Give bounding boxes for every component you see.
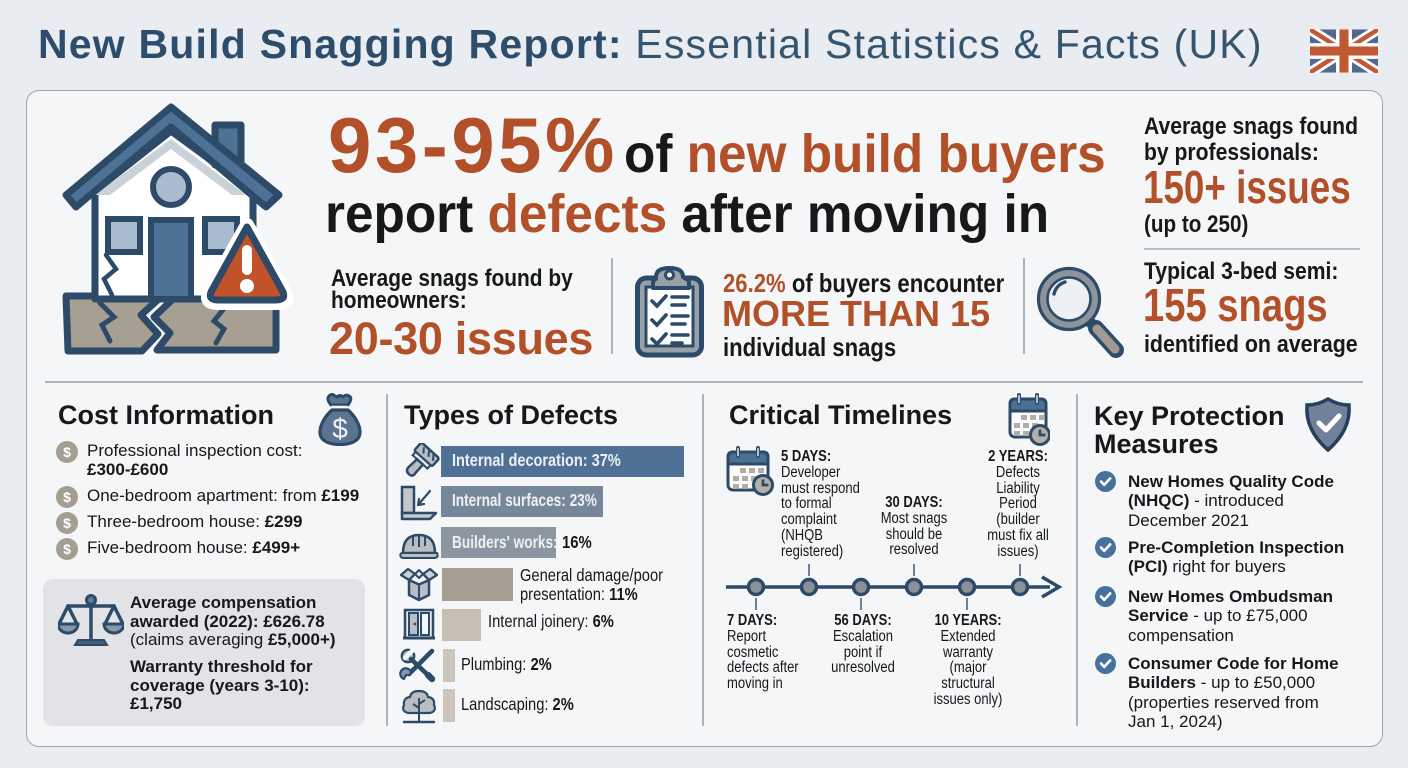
svg-text:$: $ <box>63 541 71 557</box>
svg-text:$: $ <box>332 413 348 444</box>
svg-text:$: $ <box>63 444 71 460</box>
svg-text:$: $ <box>63 489 71 505</box>
svg-text:$: $ <box>63 515 71 531</box>
